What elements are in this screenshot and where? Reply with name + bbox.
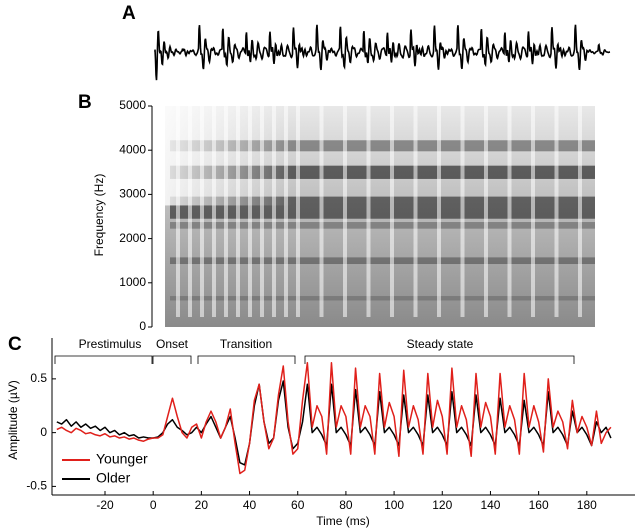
harmonic-stripe	[260, 106, 264, 317]
x-tick-label: 160	[529, 498, 549, 512]
harmonic-stripe	[507, 106, 512, 317]
x-tick-label: 100	[384, 498, 404, 512]
harmonic-stripe	[413, 106, 418, 317]
annotation: Prestimulus	[79, 337, 142, 351]
harmonic-stripe	[460, 106, 465, 317]
y-tick-label: 5000	[119, 98, 146, 112]
legend-label: Younger	[96, 451, 148, 467]
harmonic-stripe	[272, 106, 276, 317]
x-tick-label: 0	[150, 498, 157, 512]
formant-band	[170, 257, 595, 265]
panel-label: A	[122, 3, 136, 24]
y-tick-label: 0	[139, 319, 146, 333]
bracket	[152, 355, 192, 364]
y-tick-label: 0	[40, 425, 47, 439]
y-tick-label: -0.5	[26, 479, 47, 493]
harmonic-stripe	[437, 106, 441, 317]
y-tick-label: 1000	[119, 275, 146, 289]
harmonic-stripe	[554, 106, 559, 317]
formant-band	[170, 140, 595, 152]
x-tick-label: 140	[480, 498, 500, 512]
formant-band	[170, 296, 595, 301]
harmonic-stripe	[212, 106, 216, 317]
harmonic-stripe	[578, 106, 582, 317]
harmonic-stripe	[390, 106, 394, 317]
harmonic-stripe	[296, 106, 300, 317]
harmonic-stripe	[284, 106, 288, 317]
harmonic-stripe	[224, 106, 228, 317]
harmonic-stripe	[366, 106, 371, 317]
x-tick-label: 20	[195, 498, 209, 512]
series-line	[56, 361, 612, 475]
y-tick-label: 4000	[119, 142, 146, 156]
x-axis-label: Time (ms)	[316, 514, 370, 528]
formant-band	[170, 222, 595, 229]
x-tick-label: 180	[577, 498, 597, 512]
y-axis-label: Frequency (Hz)	[92, 174, 106, 257]
stimulus-waveform	[154, 24, 611, 81]
harmonic-stripe	[200, 106, 204, 317]
harmonic-stripe	[343, 106, 347, 317]
x-tick-label: -20	[96, 498, 114, 512]
harmonic-stripe	[319, 106, 324, 317]
harmonic-stripe	[531, 106, 535, 317]
x-tick-label: 60	[291, 498, 305, 512]
bracket	[197, 355, 296, 364]
harmonic-stripe	[484, 106, 488, 317]
y-tick-label: 2000	[119, 231, 146, 245]
harmonic-stripe	[176, 106, 180, 317]
harmonic-stripe	[236, 106, 240, 317]
y-tick-label: 3000	[119, 187, 146, 201]
annotation: Onset	[156, 337, 189, 351]
x-tick-label: 120	[432, 498, 452, 512]
x-tick-label: 80	[339, 498, 353, 512]
panel-label: C	[8, 334, 22, 355]
harmonic-stripe	[248, 106, 252, 317]
y-axis-label: Amplitude (µV)	[6, 380, 20, 460]
y-tick-label: 0.5	[30, 371, 47, 385]
onset-fade	[152, 106, 292, 206]
bracket	[54, 355, 153, 364]
x-tick-label: 40	[243, 498, 257, 512]
legend-label: Older	[96, 470, 131, 486]
annotation: Steady state	[407, 337, 474, 351]
bracket	[304, 355, 575, 364]
panel-label: B	[78, 92, 92, 113]
harmonic-stripe	[188, 106, 192, 317]
annotation: Transition	[220, 337, 272, 351]
